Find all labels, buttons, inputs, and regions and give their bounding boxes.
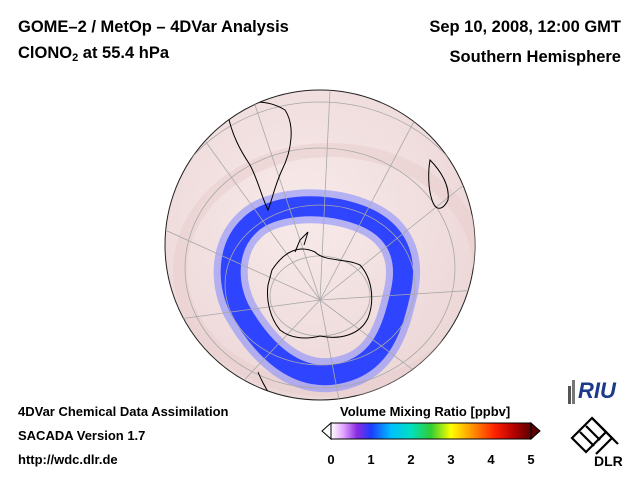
colorbar-min-arrow bbox=[321, 421, 332, 441]
species-name: ClONO bbox=[18, 44, 73, 62]
dlr-logo-text: DLR bbox=[594, 453, 623, 468]
south-america-coast bbox=[227, 101, 292, 212]
hemisphere-label: Southern Hemisphere bbox=[449, 48, 621, 66]
dlr-logo: DLR bbox=[570, 416, 623, 468]
riu-logo: RIU bbox=[568, 378, 617, 404]
riu-logo-text: RIU bbox=[578, 378, 617, 403]
species-subscript: 2 bbox=[72, 52, 79, 64]
map-title: GOME–2 / MetOp – 4DVar Analysis bbox=[18, 18, 289, 36]
colorbar-title: Volume Mixing Ratio [ppbv] bbox=[340, 404, 511, 419]
colorbar bbox=[321, 421, 541, 441]
colorbar-tick-label: 5 bbox=[527, 452, 535, 467]
pressure-level: at 55.4 hPa bbox=[78, 44, 170, 62]
africa-coast bbox=[428, 158, 449, 209]
footer-line-2: SACADA Version 1.7 bbox=[18, 428, 146, 443]
footer-line-1: 4DVar Chemical Data Assimilation bbox=[18, 404, 229, 419]
footer-url-link[interactable]: http://wdc.dlr.de bbox=[18, 452, 118, 467]
colorbar-tick-label: 0 bbox=[327, 452, 335, 467]
antarctica-coast bbox=[267, 248, 373, 339]
species-level-label: ClONO2 at 55.4 hPa bbox=[18, 44, 169, 64]
clono2-ring-inner bbox=[220, 196, 414, 386]
colorbar-tick-label: 4 bbox=[487, 452, 495, 467]
colorbar-tick-label: 2 bbox=[407, 452, 415, 467]
antarctic-peninsula bbox=[294, 231, 309, 253]
colorbar-tick-label: 3 bbox=[447, 452, 455, 467]
graticule bbox=[165, 90, 475, 400]
colorbar-max-arrow bbox=[530, 421, 541, 441]
date-time-label: Sep 10, 2008, 12:00 GMT bbox=[429, 18, 621, 36]
colorbar-tick-label: 1 bbox=[367, 452, 375, 467]
colorbar-gradient bbox=[330, 422, 532, 440]
